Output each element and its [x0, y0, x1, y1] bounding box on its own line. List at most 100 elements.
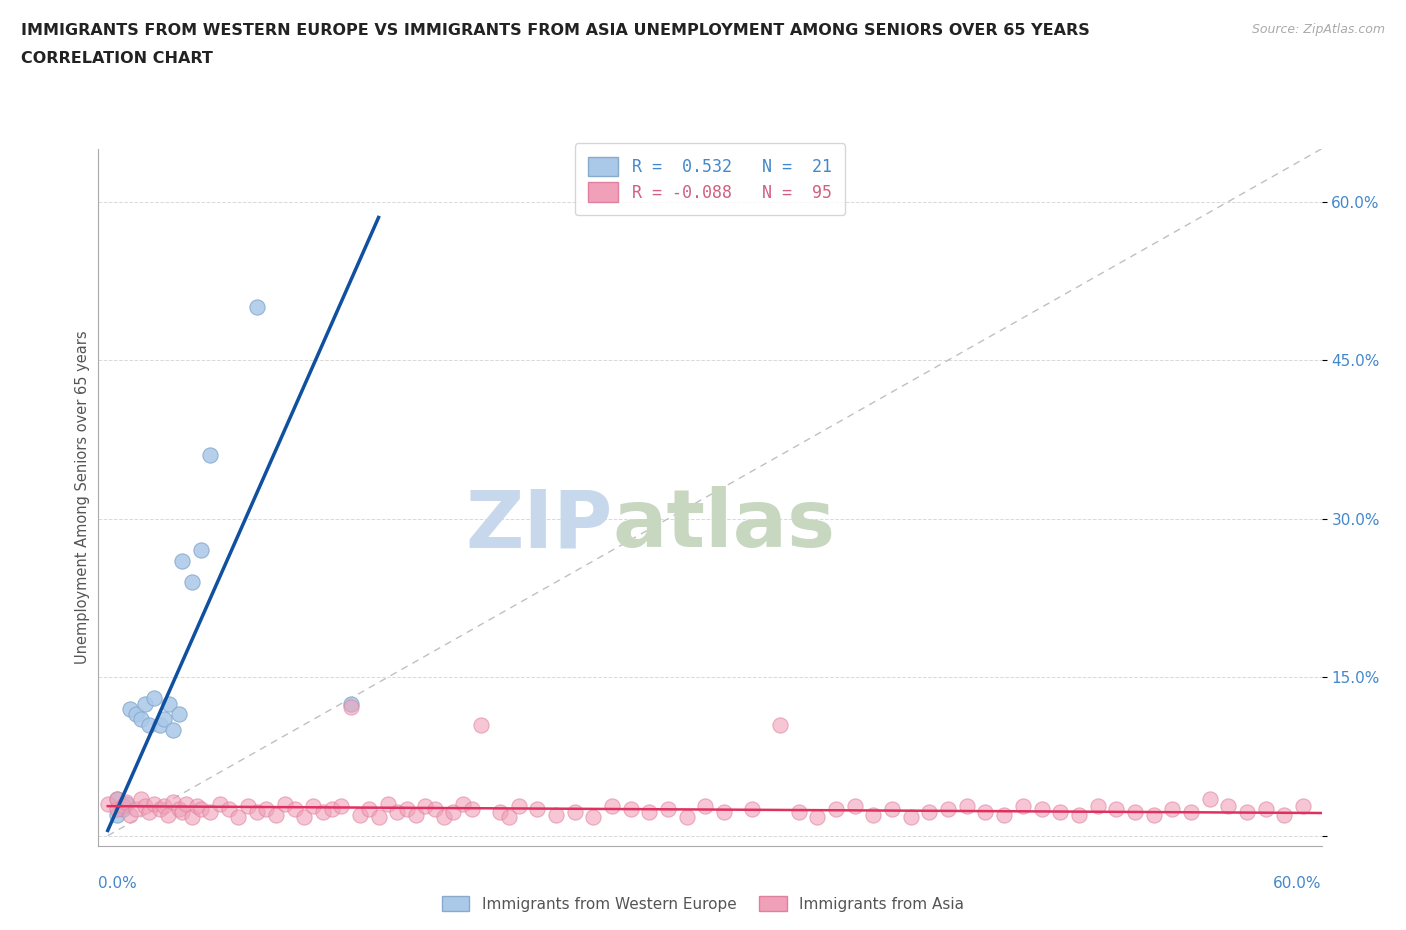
Point: [974, 805, 997, 820]
Point: [111, 799, 134, 814]
Point: [451, 797, 474, 812]
Point: [675, 809, 697, 824]
Point: [993, 807, 1015, 822]
Text: Source: ZipAtlas.com: Source: ZipAtlas.com: [1251, 23, 1385, 36]
Point: [882, 802, 904, 817]
Point: [582, 809, 605, 824]
Point: [423, 802, 446, 817]
Point: [264, 807, 287, 822]
Point: [1031, 802, 1053, 817]
Point: [105, 791, 128, 806]
Point: [1218, 799, 1240, 814]
Point: [246, 805, 269, 820]
Point: [292, 809, 315, 824]
Point: [405, 807, 427, 822]
Point: [167, 802, 190, 817]
Point: [620, 802, 643, 817]
Point: [441, 805, 464, 820]
Point: [1123, 805, 1146, 820]
Text: IMMIGRANTS FROM WESTERN EUROPE VS IMMIGRANTS FROM ASIA UNEMPLOYMENT AMONG SENIOR: IMMIGRANTS FROM WESTERN EUROPE VS IMMIGR…: [21, 23, 1090, 38]
Point: [600, 799, 623, 814]
Point: [638, 805, 661, 820]
Point: [162, 723, 184, 737]
Point: [1292, 799, 1315, 814]
Text: 0.0%: 0.0%: [98, 876, 138, 891]
Point: [167, 707, 190, 722]
Point: [1198, 791, 1220, 806]
Point: [180, 809, 202, 824]
Point: [115, 794, 138, 809]
Point: [200, 805, 222, 820]
Point: [111, 802, 134, 817]
Point: [413, 799, 436, 814]
Point: [302, 799, 325, 814]
Point: [138, 717, 160, 732]
Legend: Immigrants from Western Europe, Immigrants from Asia: Immigrants from Western Europe, Immigran…: [436, 889, 970, 918]
Point: [190, 802, 212, 817]
Point: [1254, 802, 1277, 817]
Text: CORRELATION CHART: CORRELATION CHART: [21, 51, 212, 66]
Point: [787, 805, 810, 820]
Point: [461, 802, 484, 817]
Point: [134, 697, 156, 711]
Text: ZIP: ZIP: [465, 486, 612, 565]
Point: [1067, 807, 1090, 822]
Point: [321, 802, 343, 817]
Point: [236, 799, 259, 814]
Point: [377, 797, 399, 812]
Point: [1142, 807, 1164, 822]
Point: [125, 802, 148, 817]
Point: [844, 799, 866, 814]
Point: [433, 809, 456, 824]
Point: [134, 799, 156, 814]
Point: [156, 807, 179, 822]
Point: [143, 691, 166, 706]
Point: [256, 802, 278, 817]
Point: [367, 809, 389, 824]
Point: [172, 805, 194, 820]
Point: [564, 805, 586, 820]
Point: [105, 807, 128, 822]
Y-axis label: Unemployment Among Seniors over 65 years: Unemployment Among Seniors over 65 years: [75, 331, 90, 664]
Point: [120, 701, 142, 716]
Point: [131, 791, 153, 806]
Point: [936, 802, 959, 817]
Point: [713, 805, 735, 820]
Point: [956, 799, 979, 814]
Point: [149, 717, 172, 732]
Point: [544, 807, 567, 822]
Point: [152, 799, 174, 814]
Point: [359, 802, 381, 817]
Point: [825, 802, 848, 817]
Point: [97, 797, 120, 812]
Point: [228, 809, 250, 824]
Point: [186, 799, 208, 814]
Point: [143, 797, 166, 812]
Point: [208, 797, 231, 812]
Point: [339, 697, 361, 711]
Point: [918, 805, 941, 820]
Point: [174, 797, 197, 812]
Point: [741, 802, 763, 817]
Point: [105, 802, 128, 817]
Point: [1011, 799, 1033, 814]
Point: [657, 802, 679, 817]
Point: [862, 807, 884, 822]
Point: [900, 809, 922, 824]
Point: [162, 794, 184, 809]
Point: [387, 805, 409, 820]
Point: [1087, 799, 1109, 814]
Text: atlas: atlas: [612, 486, 835, 565]
Point: [131, 712, 153, 727]
Point: [339, 699, 361, 714]
Point: [806, 809, 828, 824]
Legend: R =  0.532   N =  21, R = -0.088   N =  95: R = 0.532 N = 21, R = -0.088 N = 95: [575, 143, 845, 215]
Text: 60.0%: 60.0%: [1274, 876, 1322, 891]
Point: [149, 802, 172, 817]
Point: [180, 575, 202, 590]
Point: [508, 799, 530, 814]
Point: [1236, 805, 1258, 820]
Point: [311, 805, 333, 820]
Point: [172, 553, 194, 568]
Point: [769, 717, 792, 732]
